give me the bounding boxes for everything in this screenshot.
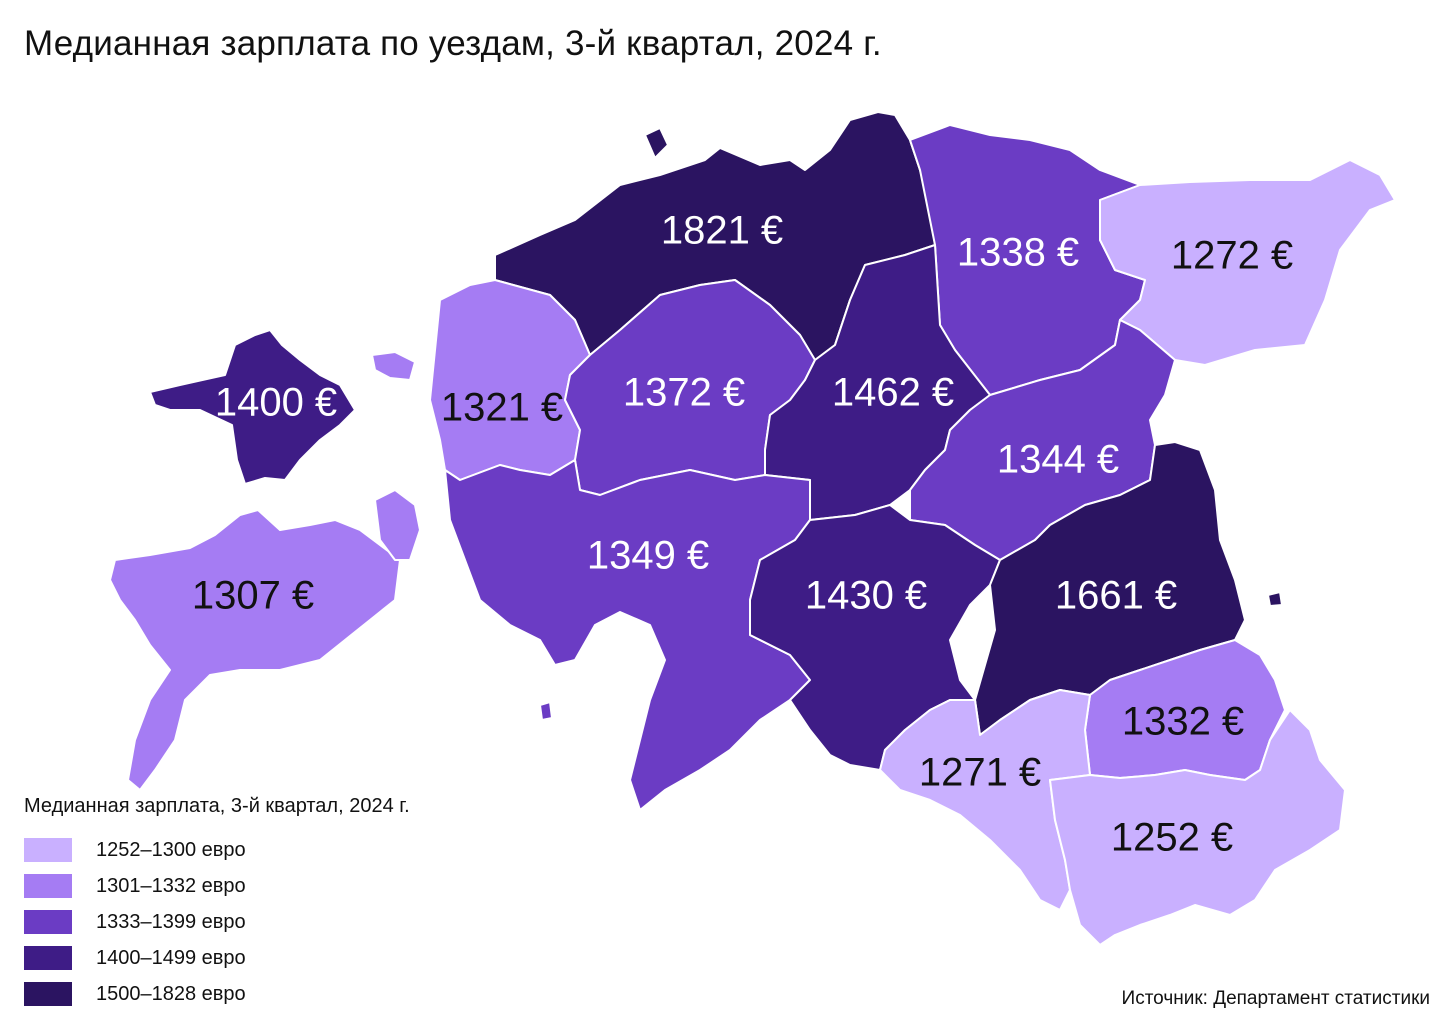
region-value-label: 1272 €: [1171, 234, 1293, 278]
region-value-label: 1307 €: [192, 574, 314, 618]
legend-item: 1333–1399 евро: [24, 904, 410, 940]
map-legend: Медианная зарплата, 3-й квартал, 2024 г.…: [24, 795, 410, 1012]
region-value-label: 1400 €: [215, 381, 337, 425]
region-value-label: 1338 €: [957, 231, 1079, 275]
legend-label: 1301–1332 евро: [96, 874, 246, 897]
source-note: Источник: Департамент статистики: [1121, 988, 1430, 1009]
region-value-label: 1271 €: [919, 751, 1041, 795]
region-southeast-2[interactable]: [1049, 709, 1346, 946]
legend-item: 1500–1828 евро: [24, 976, 410, 1012]
region-northeast-2[interactable]: [1099, 159, 1396, 366]
region-value-label: 1344 €: [997, 438, 1119, 482]
legend-swatch: [24, 946, 72, 970]
region-west[interactable]: [429, 279, 591, 481]
region-value-label: 1661 €: [1055, 574, 1177, 618]
legend-item: 1400–1499 евро: [24, 940, 410, 976]
legend-label: 1500–1828 евро: [96, 982, 246, 1005]
legend-label: 1333–1399 евро: [96, 910, 246, 933]
islet-northwest: [644, 127, 669, 159]
legend-item: 1301–1332 евро: [24, 868, 410, 904]
region-value-label: 1462 €: [832, 371, 954, 415]
islet-west-1: [371, 351, 416, 381]
legend-swatch: [24, 838, 72, 862]
legend-swatch: [24, 982, 72, 1006]
region-value-label: 1430 €: [805, 574, 927, 618]
legend-label: 1252–1300 евро: [96, 838, 246, 861]
region-value-label: 1332 €: [1122, 700, 1244, 744]
region-value-label: 1321 €: [441, 386, 563, 430]
legend-label: 1400–1499 евро: [96, 946, 246, 969]
region-value-label: 1821 €: [661, 209, 783, 253]
islet-east: [1267, 591, 1283, 607]
legend-swatch: [24, 910, 72, 934]
islet-hiiumaa-east: [374, 489, 421, 561]
legend-swatch: [24, 874, 72, 898]
region-island-south[interactable]: [109, 509, 401, 791]
map-title: Медианная зарплата по уездам, 3-й кварта…: [24, 24, 882, 63]
islet-southwest: [539, 701, 553, 721]
region-value-label: 1372 €: [623, 371, 745, 415]
region-value-label: 1252 €: [1111, 816, 1233, 860]
region-island-north[interactable]: [149, 329, 356, 485]
region-value-label: 1349 €: [587, 534, 709, 578]
legend-title: Медианная зарплата, 3-й квартал, 2024 г.: [24, 795, 410, 817]
legend-item: 1252–1300 евро: [24, 832, 410, 868]
